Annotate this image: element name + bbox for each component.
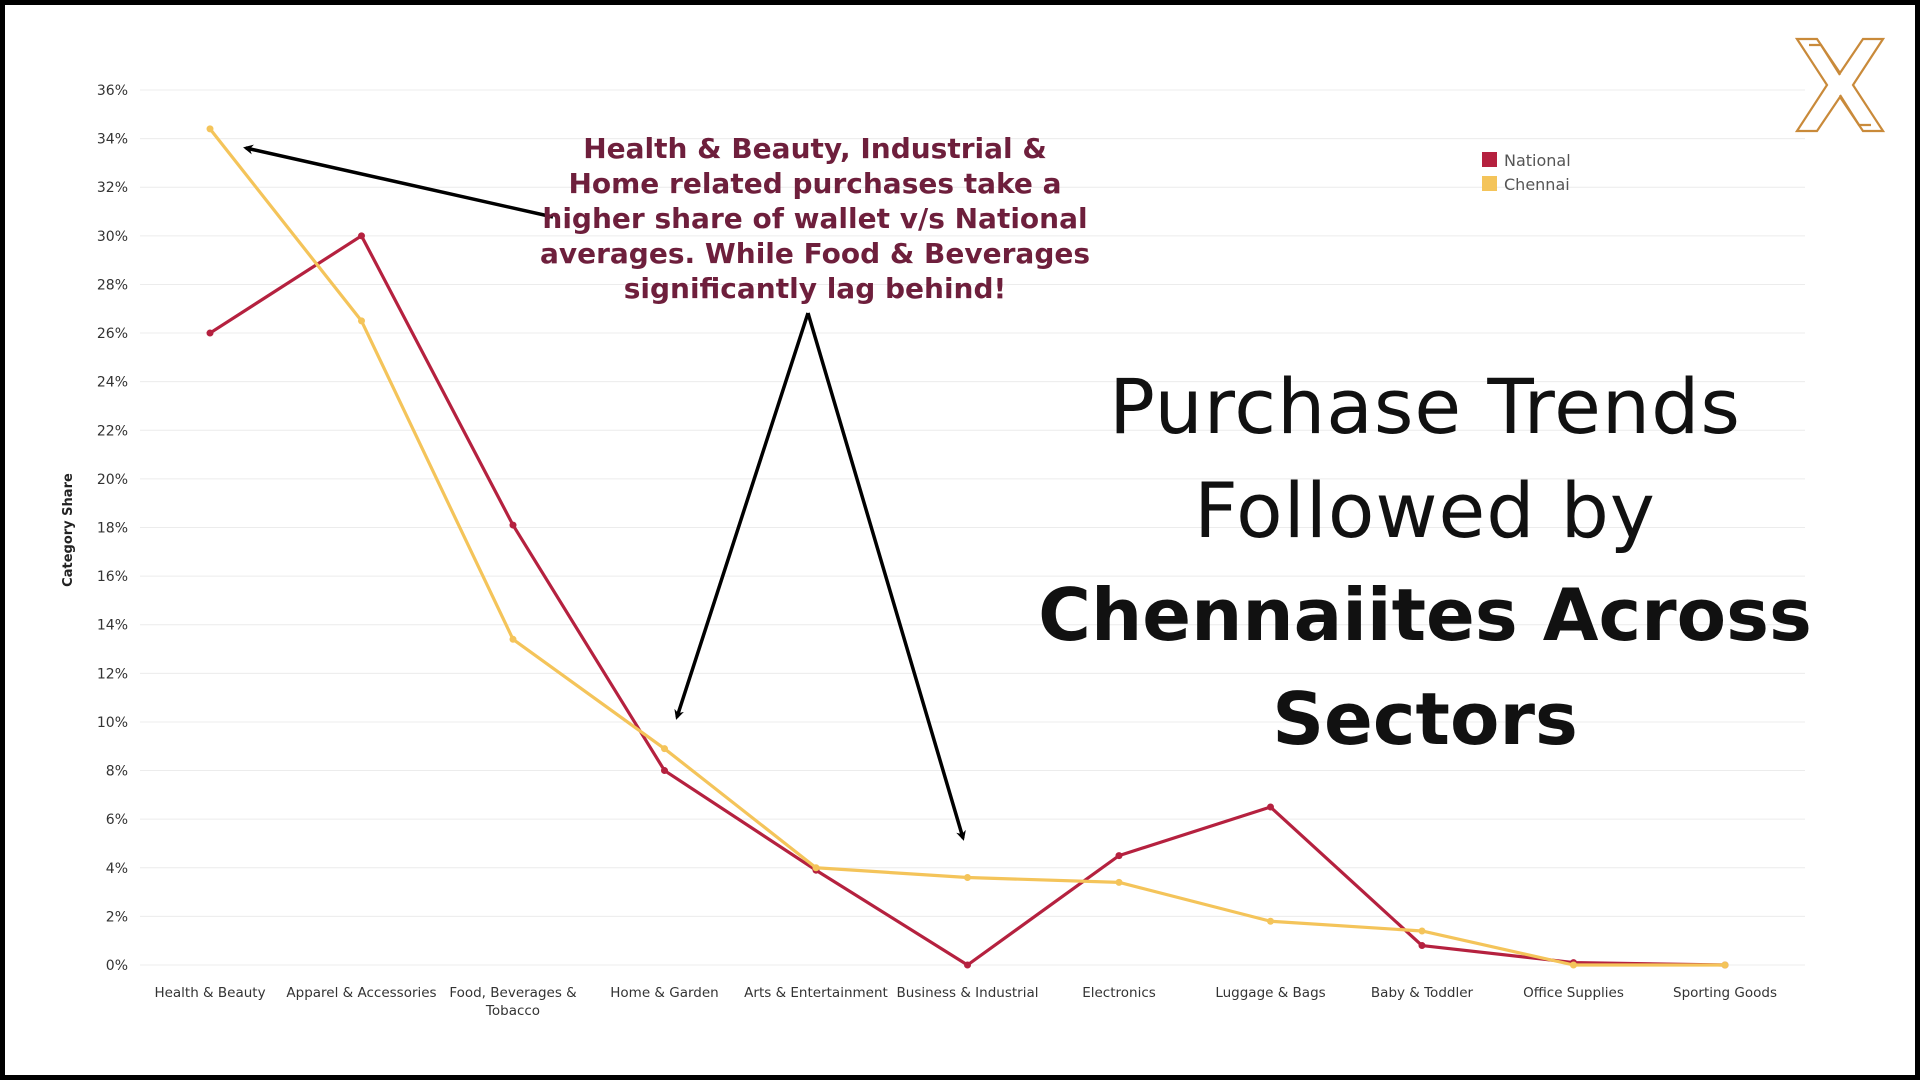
y-tick-label: 12% [97,666,128,682]
data-point-chennai [661,745,668,753]
y-tick-label: 4% [106,861,128,877]
data-point-national [206,329,214,337]
y-tick-label: 28% [97,277,128,293]
legend-swatch [1482,152,1497,167]
arrow-to-home-garden [674,312,810,720]
arrow-to-business-industrial [806,312,966,841]
data-point-chennai [1721,961,1729,969]
chart-annotation: Health & Beauty, Industrial & Home relat… [539,132,1091,305]
series-chennai [206,125,1729,969]
title-light-text: Purchase Trends Followed by [1109,362,1741,555]
legend: National Chennai [1482,151,1571,194]
x-tick-label: Sporting Goods [1673,985,1777,1001]
x-tick-label: Luggage & Bags [1215,985,1325,1001]
x-tick-label: Apparel & Accessories [286,985,436,1001]
y-tick-label: 8% [106,764,128,780]
y-axis-label: Category Share [61,473,76,587]
data-point-national [358,232,365,240]
x-tick-label: Baby & Toddler [1371,985,1474,1001]
data-point-chennai [1570,961,1577,969]
y-tick-label: 36% [97,83,128,99]
y-axis-ticks: 0% 2% 4% 6% 8% 10% 12% 14% 16% 18% 20% 22% 24% 26% 28%… [97,83,128,974]
annotation-arrows [243,144,966,841]
y-tick-label: 22% [97,423,128,439]
legend-label: National [1504,151,1571,170]
series-national [206,232,1729,969]
x-tick-label: Home & Garden [610,985,718,1001]
data-point-chennai [206,125,214,133]
page-title: Purchase Trends Followed by Chennaiites … [995,355,1855,771]
data-point-national [661,767,668,775]
data-point-chennai [358,317,365,325]
y-tick-label: 18% [97,521,128,537]
y-tick-label: 24% [97,375,128,391]
y-tick-label: 14% [97,618,128,634]
y-tick-label: 16% [97,569,128,585]
data-point-national [509,521,517,529]
grid [140,89,1805,966]
data-point-chennai [1418,927,1426,935]
series [206,125,1729,969]
data-point-national [1115,852,1123,860]
x-axis-ticks: Health & Beauty Apparel & Accessories Food… [154,985,1777,1019]
x-tick-label: Arts & Entertainment [744,985,888,1001]
y-tick-label: 2% [106,909,128,925]
line-chart: 0% 2% 4% 6% 8% 10% 12% 14% 16% 18% 20% 22% 24% 26% 28%… [61,83,1805,1019]
x-tick-label: Office Supplies [1523,985,1624,1001]
x-tick-label: Business & Industrial [897,985,1039,1001]
y-tick-label: 34% [97,132,128,148]
x-tick-label: Food, Beverages & Tobacco [449,985,577,1019]
data-point-national [1418,942,1426,950]
legend-swatch [1482,176,1497,191]
y-tick-label: 20% [97,472,128,488]
arrow-to-health-beauty [243,144,554,219]
legend-label: Chennai [1504,175,1570,194]
data-point-chennai [1115,878,1123,886]
title-bold-text: Chennaiites Across Sectors [1038,573,1812,761]
x-tick-label: Health & Beauty [154,985,265,1001]
data-point-national [1267,803,1274,811]
data-point-chennai [964,874,971,881]
x-logo-icon [1795,37,1885,133]
data-point-chennai [812,864,820,872]
slide: 0% 2% 4% 6% 8% 10% 12% 14% 16% 18% 20% 22% 24% 26% 28%… [5,5,1915,1075]
y-tick-label: 26% [97,326,128,342]
y-tick-label: 0% [106,958,128,974]
x-tick-label: Electronics [1082,985,1156,1001]
y-tick-label: 6% [106,812,128,828]
data-point-chennai [1267,917,1274,925]
data-point-chennai [509,635,517,643]
data-point-national [964,961,971,969]
y-tick-label: 10% [97,715,128,731]
y-tick-label: 32% [97,180,128,196]
y-tick-label: 30% [97,229,128,245]
